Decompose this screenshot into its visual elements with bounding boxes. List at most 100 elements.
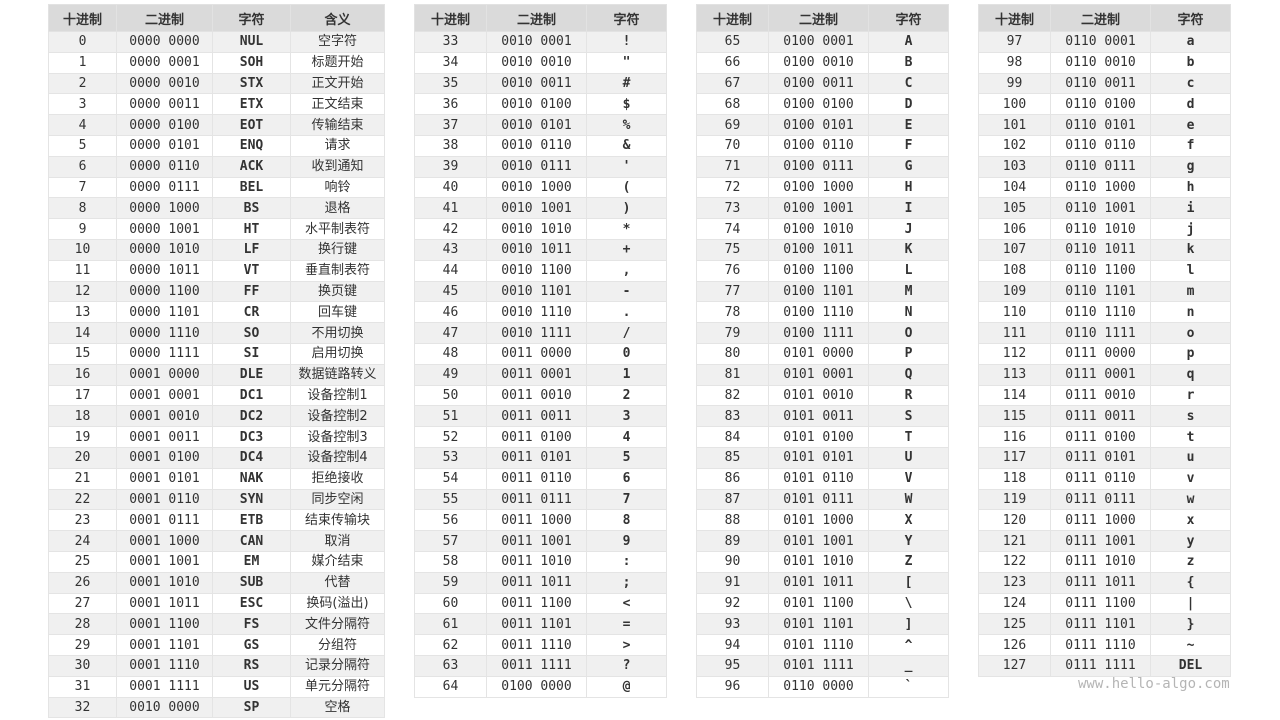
cell-decimal: 2 [48, 72, 117, 95]
cell-decimal: 7 [48, 176, 117, 199]
table-row: 29 0001 1101 GS 分组符 [48, 634, 385, 656]
cell-character: d [1150, 93, 1231, 116]
table-row: 24 0001 1000 CAN 取消 [48, 530, 385, 552]
cell-character: HT [212, 218, 291, 240]
cell-character: ] [868, 613, 949, 636]
table-row: 114 0111 0010 r [978, 384, 1231, 407]
cell-character: M [868, 280, 949, 303]
cell-character: GS [212, 634, 291, 656]
cell-decimal: 64 [414, 675, 487, 698]
cell-meaning: 媒介结束 [290, 550, 385, 573]
table-row: 78 0100 1110 N [696, 301, 949, 324]
cell-binary: 0110 1010 [1050, 218, 1151, 240]
table-row: 103 0110 0111 g [978, 155, 1231, 178]
table-row: 30 0001 1110 RS 记录分隔符 [48, 654, 385, 677]
header-decimal: 十进制 [414, 4, 487, 32]
table-row: 50 0011 0010 2 [414, 384, 667, 407]
table-row: 16 0001 0000 DLE 数据链路转义 [48, 363, 385, 386]
cell-decimal: 25 [48, 550, 117, 573]
cell-binary: 0111 1011 [1050, 571, 1151, 594]
table-row: 54 0011 0110 6 [414, 467, 667, 490]
watermark: www.hello-algo.com [1078, 676, 1230, 692]
table-row: 111 0110 1111 o [978, 322, 1231, 344]
cell-decimal: 108 [978, 259, 1051, 282]
cell-character: DC2 [212, 405, 291, 428]
cell-binary: 0000 1001 [116, 218, 213, 240]
cell-binary: 0010 0010 [486, 51, 587, 74]
cell-decimal: 67 [696, 72, 769, 95]
cell-binary: 0011 1110 [486, 634, 587, 656]
table-row: 87 0101 0111 W [696, 488, 949, 511]
cell-decimal: 9 [48, 218, 117, 240]
cell-binary: 0110 1000 [1050, 176, 1151, 199]
cell-character: CR [212, 301, 291, 324]
cell-decimal: 124 [978, 592, 1051, 615]
cell-binary: 0111 0000 [1050, 342, 1151, 365]
cell-binary: 0101 0001 [768, 363, 869, 386]
cell-decimal: 62 [414, 634, 487, 656]
cell-character: K [868, 238, 949, 261]
cell-binary: 0100 1110 [768, 301, 869, 324]
table-row: 83 0101 0011 S [696, 405, 949, 428]
cell-decimal: 11 [48, 259, 117, 282]
cell-meaning: 设备控制2 [290, 405, 385, 428]
cell-character: SUB [212, 571, 291, 594]
cell-character: z [1150, 550, 1231, 573]
cell-decimal: 125 [978, 613, 1051, 636]
cell-decimal: 99 [978, 72, 1051, 95]
table-row: 115 0111 0011 s [978, 405, 1231, 428]
table-row: 58 0011 1010: [414, 550, 667, 573]
cell-binary: 0110 0011 [1050, 72, 1151, 95]
cell-decimal: 12 [48, 280, 117, 303]
cell-decimal: 121 [978, 530, 1051, 552]
table-row: 49 0011 0001 1 [414, 363, 667, 386]
cell-binary: 0111 1000 [1050, 509, 1151, 532]
cell-binary: 0111 0101 [1050, 446, 1151, 469]
cell-decimal: 58 [414, 550, 487, 573]
cell-character: u [1150, 446, 1231, 469]
cell-binary: 0111 0011 [1050, 405, 1151, 428]
cell-decimal: 55 [414, 488, 487, 511]
cell-character: P [868, 342, 949, 365]
table-row: 113 0111 0001 q [978, 363, 1231, 386]
header-binary: 二进制 [1050, 4, 1151, 32]
cell-binary: 0010 1100 [486, 259, 587, 282]
cell-decimal: 118 [978, 467, 1051, 490]
header-binary: 二进制 [768, 4, 869, 32]
cell-binary: 0100 0000 [486, 675, 587, 698]
cell-binary: 0000 0100 [116, 114, 213, 136]
table-row: 9 0000 1001 HT 水平制表符 [48, 218, 385, 240]
cell-character: EM [212, 550, 291, 573]
header-row: 十进制 二进制 字符 [978, 4, 1231, 32]
cell-decimal: 68 [696, 93, 769, 116]
cell-decimal: 116 [978, 426, 1051, 448]
cell-decimal: 93 [696, 613, 769, 636]
cell-meaning: 设备控制1 [290, 384, 385, 407]
table-row: 18 0001 0010 DC2 设备控制2 [48, 405, 385, 428]
cell-decimal: 28 [48, 613, 117, 636]
cell-decimal: 92 [696, 592, 769, 615]
cell-decimal: 17 [48, 384, 117, 407]
cell-binary: 0110 1111 [1050, 322, 1151, 344]
cell-character: EOT [212, 114, 291, 136]
table-row: 126 0111 1110 ~ [978, 634, 1231, 656]
cell-binary: 0100 1000 [768, 176, 869, 199]
table-row: 65 0100 0001 A [696, 31, 949, 53]
table-row: 89 0101 1001 Y [696, 530, 949, 552]
cell-decimal: 77 [696, 280, 769, 303]
cell-decimal: 24 [48, 530, 117, 552]
cell-decimal: 100 [978, 93, 1051, 116]
cell-character: ETB [212, 509, 291, 532]
cell-binary: 0000 0010 [116, 72, 213, 95]
cell-character: h [1150, 176, 1231, 199]
cell-character: _ [868, 654, 949, 677]
cell-character: q [1150, 363, 1231, 386]
cell-character: DEL [1150, 654, 1231, 677]
cell-meaning: 取消 [290, 530, 385, 552]
table-row: 93 0101 1101] [696, 613, 949, 636]
cell-character: F [868, 134, 949, 157]
table-row: 120 0111 1000 x [978, 509, 1231, 532]
cell-binary: 0101 1110 [768, 634, 869, 656]
table-row: 39 0010 0111 ' [414, 155, 667, 178]
cell-binary: 0011 0110 [486, 467, 587, 490]
